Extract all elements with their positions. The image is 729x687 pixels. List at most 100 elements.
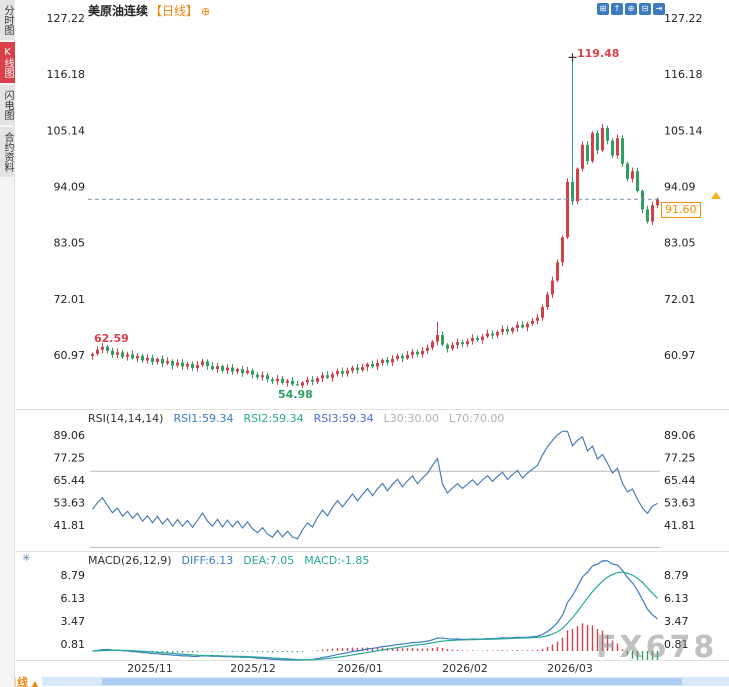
- candle-body: [106, 346, 109, 351]
- jump-latest-icon[interactable]: ⇥: [653, 3, 665, 15]
- rsi-line: [92, 430, 658, 540]
- candle-body: [646, 209, 649, 222]
- macd-dea-line: [92, 571, 658, 661]
- candle-body: [581, 144, 584, 169]
- candle-body: [266, 375, 269, 380]
- candle-body: [636, 171, 639, 192]
- symbol-title: 美原油连续: [88, 4, 149, 18]
- candle-body: [301, 382, 304, 386]
- fx678-watermark: FX678: [596, 630, 718, 665]
- rsi-tick-left: 77.25: [54, 451, 86, 464]
- candle-body: [156, 358, 159, 362]
- candle-body: [411, 351, 414, 355]
- candle-body: [606, 127, 609, 141]
- candle-body: [121, 352, 124, 357]
- sidebar-tab-lightning[interactable]: 闪电图: [0, 85, 15, 125]
- sidebar-tab-timeshare[interactable]: 分时图: [0, 0, 15, 40]
- candle-body: [401, 355, 404, 359]
- macd-tick-right: 6.13: [664, 592, 689, 605]
- candle-body: [551, 280, 554, 295]
- candle-body: [211, 366, 214, 370]
- indicator-settings-icon[interactable]: ⊕: [201, 5, 211, 18]
- price-tick-right: 105.14: [664, 124, 703, 137]
- price-tick-right: 60.97: [664, 349, 696, 362]
- candle-body: [281, 378, 284, 383]
- candle-body: [446, 344, 449, 349]
- candle-body: [476, 338, 479, 341]
- candle-body: [136, 355, 139, 359]
- layout-grid-icon[interactable]: ⊞: [597, 3, 609, 15]
- time-axis-label: 2025/11: [127, 662, 173, 675]
- candle-body: [381, 359, 384, 363]
- sidebar-tab-contract-info[interactable]: 合约资料: [0, 127, 15, 177]
- candle-body: [406, 354, 409, 359]
- candle-body: [651, 205, 654, 222]
- zoom-out-icon[interactable]: ⊟: [639, 3, 651, 15]
- candle-body: [306, 379, 309, 383]
- macd-settings-icon[interactable]: ✳: [22, 553, 31, 564]
- candle-body: [546, 294, 549, 308]
- candle-body: [186, 364, 189, 367]
- candle-body: [256, 374, 259, 378]
- macd-value: MACD:-1.85: [304, 554, 370, 567]
- macd-indicator-label[interactable]: MACD(26,12,9): [88, 554, 172, 567]
- candle-body: [436, 335, 439, 342]
- candle-body: [261, 375, 264, 378]
- chart-scrollbar[interactable]: [42, 677, 729, 686]
- sidebar-tab-kline[interactable]: K线图: [0, 42, 15, 83]
- macd-tick-left: 8.79: [61, 569, 86, 582]
- l30-value: L30:30.00: [383, 412, 439, 425]
- candle-body: [571, 181, 574, 202]
- scrollbar-thumb[interactable]: [102, 678, 682, 685]
- candle-body: [521, 324, 524, 328]
- candle-body: [556, 262, 559, 281]
- candle-body: [221, 366, 224, 371]
- price-tick-left: 60.97: [54, 349, 86, 362]
- candle-body: [526, 323, 529, 328]
- candle-body: [196, 365, 199, 369]
- time-axis-label: 2026/02: [442, 662, 488, 675]
- candle-body: [356, 367, 359, 371]
- candle-body: [201, 361, 204, 366]
- candle-body: [656, 199, 659, 206]
- candle-body: [161, 358, 164, 364]
- candle-body: [336, 371, 339, 375]
- period-label: 【日线】: [150, 4, 199, 18]
- candle-body: [361, 367, 364, 371]
- candle-body: [601, 127, 604, 151]
- macd-tick-left: 3.47: [61, 615, 86, 628]
- candle-body: [481, 336, 484, 341]
- candle-body: [171, 360, 174, 366]
- chart-toolbar: ⊞ ↑ ⊕ ⊟ ⇥: [597, 3, 665, 15]
- rsi-indicator-label[interactable]: RSI(14,14,14): [88, 412, 164, 425]
- rsi-tick-left: 53.63: [54, 496, 86, 509]
- rsi-header: RSI(14,14,14) RSI1:59.34 RSI2:59.34 RSI3:5…: [88, 412, 504, 425]
- zoom-in-icon[interactable]: ⊕: [625, 3, 637, 15]
- rsi-tick-left: 41.81: [54, 519, 86, 532]
- price-tick-left: 127.22: [47, 12, 86, 25]
- price-tick-right: 83.05: [664, 237, 696, 250]
- candle-body: [276, 378, 279, 382]
- time-axis-label: 2026/01: [337, 662, 383, 675]
- candle-body: [291, 380, 294, 385]
- macd-diff-line: [92, 560, 658, 661]
- candle-body: [536, 317, 539, 321]
- macd-tick-left: 0.81: [61, 638, 86, 651]
- candle-body: [466, 341, 469, 345]
- candle-body: [626, 163, 629, 179]
- candle-body: [456, 342, 459, 346]
- candle-body: [351, 367, 354, 371]
- rsi-tick-right: 77.25: [664, 451, 696, 464]
- candle-body: [491, 333, 494, 336]
- candle-body: [616, 138, 619, 156]
- time-axis: 2025/11 2025/12 2026/01 2026/02 2026/03: [0, 662, 729, 675]
- candle-body: [191, 364, 194, 369]
- price-alert-marker-icon[interactable]: [711, 192, 721, 199]
- macd-tick-right: 0.81: [664, 638, 689, 651]
- candle-body: [386, 359, 389, 363]
- candle-body: [396, 355, 399, 359]
- scroll-up-icon[interactable]: ↑: [611, 3, 623, 15]
- price-tick-left: 105.14: [47, 124, 86, 137]
